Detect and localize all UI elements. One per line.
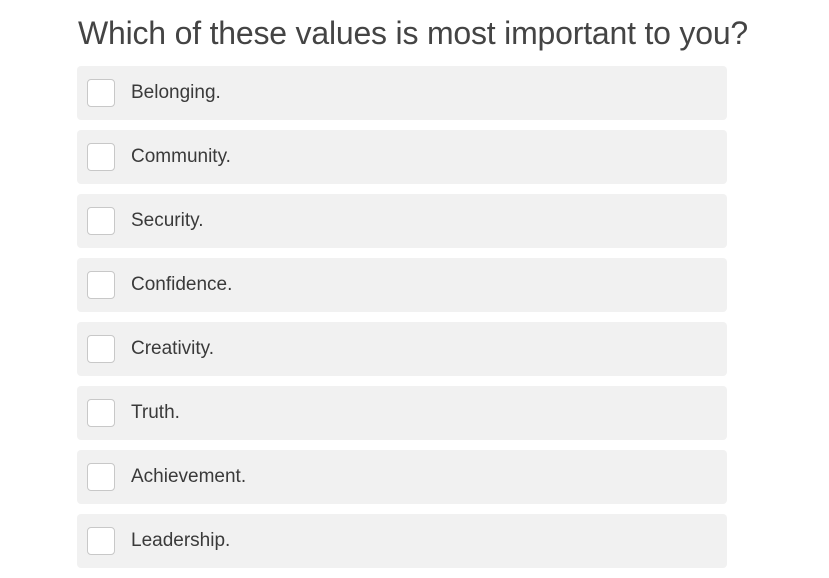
checkbox[interactable]	[87, 527, 115, 555]
option-security[interactable]: Security.	[77, 194, 727, 248]
checkbox[interactable]	[87, 271, 115, 299]
checkbox[interactable]	[87, 143, 115, 171]
option-community[interactable]: Community.	[77, 130, 727, 184]
option-label: Achievement.	[131, 466, 247, 487]
checkbox[interactable]	[87, 207, 115, 235]
option-label: Community.	[131, 146, 231, 167]
question-title: Which of these values is most important …	[78, 15, 749, 51]
option-label: Belonging.	[131, 82, 221, 103]
option-achievement[interactable]: Achievement.	[77, 450, 727, 504]
option-label: Confidence.	[131, 274, 233, 295]
option-label: Truth.	[131, 402, 180, 423]
checkbox[interactable]	[87, 335, 115, 363]
checkbox[interactable]	[87, 79, 115, 107]
option-label: Creativity.	[131, 338, 215, 359]
option-belonging[interactable]: Belonging.	[77, 66, 727, 120]
checkbox[interactable]	[87, 399, 115, 427]
options-list: Belonging. Community. Security. Confiden…	[77, 66, 727, 578]
option-truth[interactable]: Truth.	[77, 386, 727, 440]
option-label: Security.	[131, 210, 204, 231]
option-creativity[interactable]: Creativity.	[77, 322, 727, 376]
option-label: Leadership.	[131, 530, 231, 551]
option-leadership[interactable]: Leadership.	[77, 514, 727, 568]
checkbox[interactable]	[87, 463, 115, 491]
option-confidence[interactable]: Confidence.	[77, 258, 727, 312]
